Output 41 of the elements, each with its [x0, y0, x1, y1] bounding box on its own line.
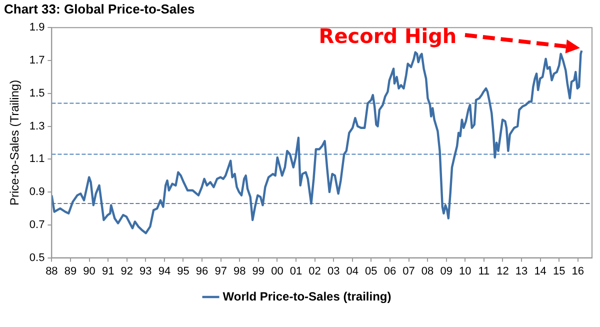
- x-tick-label: 95: [177, 265, 190, 278]
- x-tick-label: 99: [252, 265, 265, 278]
- x-tick-label: 92: [120, 265, 133, 278]
- x-tick-label: 16: [572, 265, 584, 278]
- x-tick-label: 13: [515, 265, 528, 278]
- x-tick-label: 15: [552, 265, 566, 278]
- x-tick-label: 88: [46, 265, 58, 278]
- x-tick-label: 09: [440, 265, 452, 278]
- chart-title: Chart 33: Global Price-to-Sales: [4, 1, 195, 16]
- x-tick-label: 89: [64, 265, 77, 278]
- y-tick-label: 1.7: [29, 54, 45, 67]
- y-tick-label: 0.5: [29, 252, 45, 264]
- x-tick-label: 03: [327, 265, 340, 278]
- x-tick-label: 04: [346, 265, 359, 278]
- x-tick-label: 97: [214, 265, 227, 278]
- annotation: Record High: [318, 24, 457, 48]
- x-tick-label: 91: [102, 265, 114, 278]
- y-tick-label: 1.9: [29, 22, 45, 34]
- y-tick-label: 1.5: [29, 87, 45, 100]
- x-tick-label: 05: [365, 265, 378, 278]
- y-tick-label: 0.9: [29, 186, 45, 198]
- y-tick-label: 1.3: [29, 120, 45, 132]
- x-tick-label: 00: [271, 265, 284, 278]
- x-tick-label: 07: [402, 265, 415, 278]
- x-tick-label: 02: [308, 265, 321, 278]
- x-tick-label: 10: [459, 265, 472, 278]
- x-tick-label: 93: [140, 265, 152, 278]
- x-tick-label: 14: [534, 265, 546, 278]
- y-tick-label: 0.7: [29, 218, 45, 231]
- x-tick-label: 11: [478, 265, 490, 278]
- x-tick-label: 12: [496, 265, 509, 278]
- x-tick-label: 94: [158, 265, 171, 278]
- x-tick-label: 98: [234, 265, 246, 278]
- x-tick-label: 06: [384, 265, 396, 278]
- y-tick-label: 1.1: [29, 153, 45, 166]
- x-tick-label: 90: [83, 265, 96, 278]
- x-tick-label: 08: [421, 265, 434, 278]
- x-tick-label: 96: [196, 265, 208, 278]
- legend-label: World Price-to-Sales (trailing): [222, 289, 392, 304]
- x-tick-label: 01: [290, 265, 302, 278]
- y-axis-title: Price-to-Sales (Trailing): [8, 80, 22, 206]
